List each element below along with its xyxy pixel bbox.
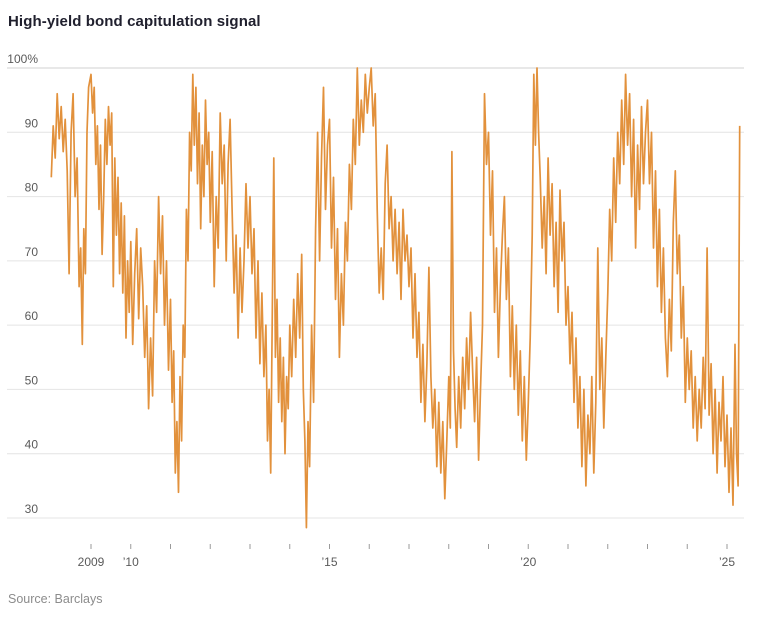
x-axis-tick-label: ’10 bbox=[123, 555, 139, 569]
y-axis-tick-label: 30 bbox=[25, 502, 39, 516]
x-axis-tick-label: ’25 bbox=[719, 555, 735, 569]
y-axis-tick-label: 50 bbox=[25, 373, 39, 387]
x-axis-tick-label: 2009 bbox=[78, 555, 105, 569]
y-axis-tick-label: 60 bbox=[25, 309, 39, 323]
y-axis-tick-label: 70 bbox=[25, 245, 39, 259]
x-axis-tick-label: ’20 bbox=[520, 555, 536, 569]
y-axis-tick-label: 100% bbox=[7, 52, 38, 66]
y-axis-tick-label: 90 bbox=[25, 116, 39, 130]
source-note: Source: Barclays bbox=[8, 592, 103, 606]
x-axis-tick-label: ’15 bbox=[321, 555, 337, 569]
capitulation-signal-line bbox=[50, 67, 741, 529]
y-axis-tick-label: 80 bbox=[25, 181, 39, 195]
y-axis-tick-label: 40 bbox=[25, 438, 39, 452]
chart-title: High-yield bond capitulation signal bbox=[8, 13, 261, 30]
